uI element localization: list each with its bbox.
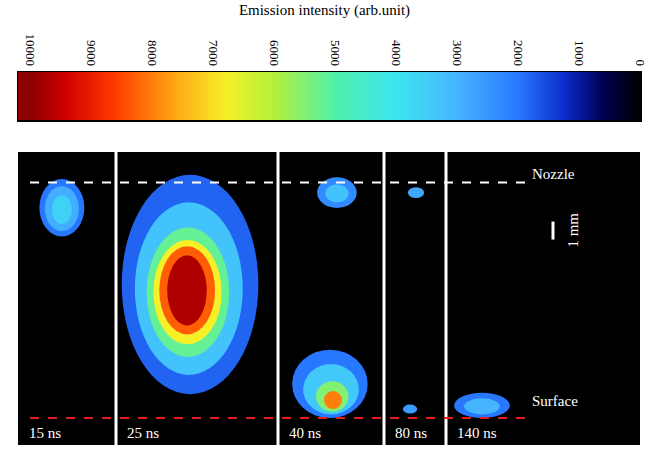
svg-text:0: 0	[633, 59, 648, 66]
svg-text:4000: 4000	[389, 40, 404, 66]
svg-text:6000: 6000	[267, 40, 282, 66]
svg-text:9000: 9000	[84, 40, 99, 66]
svg-text:80 ns: 80 ns	[395, 425, 427, 441]
svg-text:Emission intensity (arb.unit): Emission intensity (arb.unit)	[239, 2, 410, 19]
svg-text:2000: 2000	[511, 40, 526, 66]
svg-text:15 ns: 15 ns	[29, 425, 61, 441]
svg-text:10000: 10000	[23, 33, 38, 66]
svg-text:1000: 1000	[572, 40, 587, 66]
svg-text:40 ns: 40 ns	[289, 425, 321, 441]
svg-text:Nozzle: Nozzle	[532, 166, 575, 182]
svg-text:5000: 5000	[328, 40, 343, 66]
svg-text:3000: 3000	[450, 40, 465, 66]
svg-text:1 mm: 1 mm	[565, 213, 581, 248]
svg-text:140 ns: 140 ns	[457, 425, 497, 441]
svg-text:Surface: Surface	[532, 393, 578, 409]
svg-text:25 ns: 25 ns	[127, 425, 159, 441]
svg-text:8000: 8000	[145, 40, 160, 66]
svg-text:7000: 7000	[206, 40, 221, 66]
